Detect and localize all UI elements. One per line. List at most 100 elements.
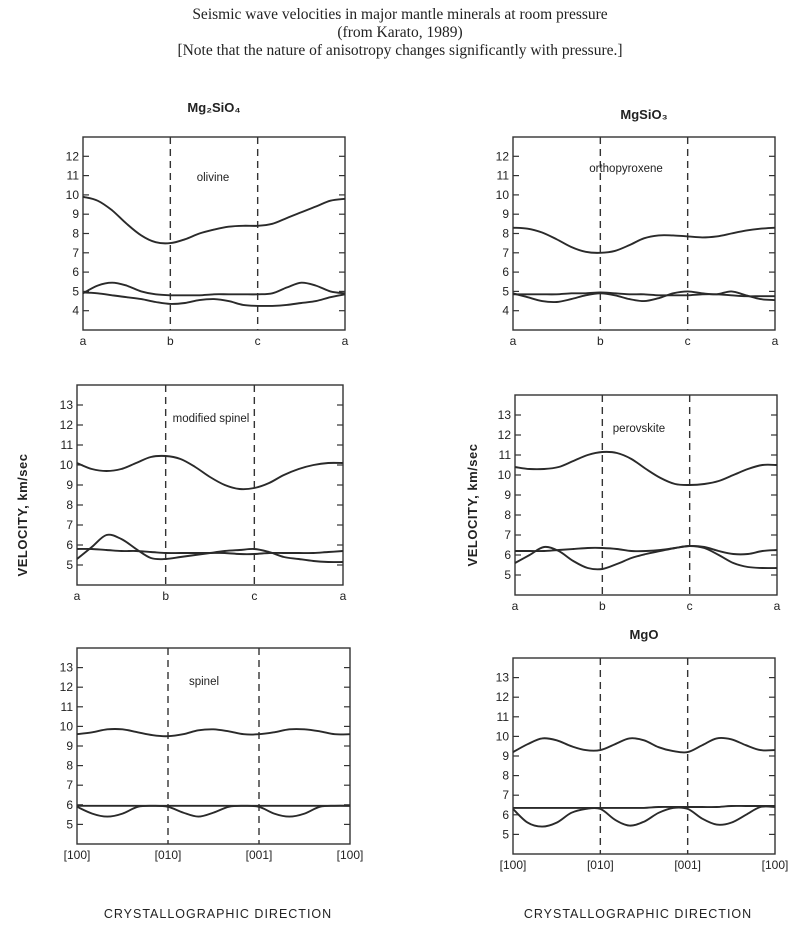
y-tick-label: 9 bbox=[502, 749, 509, 763]
y-tick-label: 9 bbox=[66, 478, 73, 492]
direction-label: b bbox=[167, 334, 174, 348]
y-tick-label: 9 bbox=[66, 739, 73, 753]
y-tick-label: 8 bbox=[72, 227, 79, 241]
y-tick-label: 9 bbox=[72, 207, 79, 221]
panel-title: Mg₂SiO₄ bbox=[187, 100, 240, 115]
y-tick-label: 10 bbox=[496, 188, 510, 202]
y-tick-label: 6 bbox=[502, 808, 509, 822]
y-tick-label: 13 bbox=[60, 661, 74, 675]
y-tick-label: 12 bbox=[60, 418, 74, 432]
panel-2: 4 5 6 7 8 9 10 11 12 a b c a MgSiO₃ orthopyroxene bbox=[496, 107, 779, 348]
y-tick-label: 11 bbox=[497, 710, 510, 724]
velocity-curve-3 bbox=[76, 533, 344, 564]
y-tick-label: 12 bbox=[496, 690, 510, 704]
velocity-curve-1 bbox=[512, 737, 776, 754]
y-tick-label: 13 bbox=[498, 408, 512, 422]
direction-label: [100] bbox=[500, 858, 527, 872]
y-tick-label: 9 bbox=[504, 488, 511, 502]
y-tick-label: 8 bbox=[66, 498, 73, 512]
figure-caption-line1: Seismic wave velocities in major mantle … bbox=[192, 6, 608, 23]
y-tick-label: 8 bbox=[66, 759, 73, 773]
direction-label: [001] bbox=[674, 858, 701, 872]
direction-label: c bbox=[687, 599, 693, 613]
x-axis-label-left: CRYSTALLOGRAPHIC DIRECTION bbox=[104, 907, 332, 921]
panel-5: 5 6 7 8 9 10 11 12 13 [100] [010] [001] [100] spinel bbox=[60, 647, 364, 862]
panel-4: 5 6 7 8 9 10 11 12 13 a b c a perovskite bbox=[498, 394, 781, 613]
y-tick-label: 7 bbox=[66, 778, 73, 792]
y-tick-label: 10 bbox=[498, 468, 512, 482]
y-tick-label: 11 bbox=[61, 438, 74, 452]
velocity-curve-3 bbox=[512, 805, 776, 828]
plot-frame bbox=[82, 136, 346, 331]
velocity-curve-1 bbox=[82, 195, 346, 245]
direction-label: b bbox=[162, 589, 169, 603]
panel-title: MgSiO₃ bbox=[620, 107, 667, 122]
y-tick-label: 12 bbox=[66, 149, 80, 163]
direction-label: [100] bbox=[337, 848, 364, 862]
x-axis-label-right: CRYSTALLOGRAPHIC DIRECTION bbox=[524, 907, 752, 921]
velocity-curve-3 bbox=[514, 545, 778, 571]
y-tick-label: 11 bbox=[497, 169, 510, 183]
direction-label: a bbox=[772, 334, 779, 348]
y-axis-label-left: VELOCITY, km/sec bbox=[15, 454, 30, 577]
y-tick-label: 11 bbox=[61, 700, 74, 714]
y-tick-label: 11 bbox=[499, 448, 512, 462]
direction-label: a bbox=[774, 599, 781, 613]
mineral-name: orthopyroxene bbox=[589, 163, 663, 175]
velocity-curve-2 bbox=[82, 281, 346, 297]
y-tick-label: 10 bbox=[60, 458, 74, 472]
y-tick-label: 9 bbox=[502, 207, 509, 221]
figure-caption-line2: (from Karato, 1989) bbox=[337, 24, 463, 41]
y-tick-label: 8 bbox=[502, 769, 509, 783]
mineral-name: perovskite bbox=[613, 423, 665, 435]
y-tick-label: 12 bbox=[496, 149, 510, 163]
y-tick-label: 10 bbox=[60, 719, 74, 733]
y-tick-label: 4 bbox=[502, 304, 509, 318]
direction-label: a bbox=[342, 334, 349, 348]
y-tick-label: 13 bbox=[60, 398, 74, 412]
y-tick-label: 7 bbox=[66, 518, 73, 532]
velocity-curve-1 bbox=[76, 728, 351, 738]
y-tick-label: 10 bbox=[496, 729, 510, 743]
velocity-curve-1 bbox=[76, 454, 344, 491]
direction-label: b bbox=[599, 599, 606, 613]
panel-1: 4 5 6 7 8 9 10 11 12 a b c a Mg₂SiO₄ olivine bbox=[66, 100, 349, 348]
y-tick-label: 12 bbox=[498, 428, 512, 442]
velocity-curve-2 bbox=[513, 804, 775, 809]
direction-label: a bbox=[80, 334, 87, 348]
direction-label: a bbox=[512, 599, 519, 613]
figure-caption-line3: [Note that the nature of anisotropy chan… bbox=[177, 42, 623, 59]
direction-label: b bbox=[597, 334, 604, 348]
direction-label: [100] bbox=[64, 848, 91, 862]
direction-label: [010] bbox=[155, 848, 182, 862]
mineral-name: spinel bbox=[189, 676, 219, 688]
y-tick-label: 8 bbox=[502, 227, 509, 241]
y-tick-label: 7 bbox=[502, 788, 509, 802]
direction-label: c bbox=[251, 589, 257, 603]
y-tick-label: 12 bbox=[60, 680, 74, 694]
y-tick-label: 5 bbox=[66, 817, 73, 831]
direction-label: a bbox=[510, 334, 517, 348]
direction-label: c bbox=[685, 334, 691, 348]
y-tick-label: 11 bbox=[67, 169, 80, 183]
mineral-name: modified spinel bbox=[173, 413, 250, 425]
y-tick-label: 6 bbox=[72, 265, 79, 279]
y-tick-label: 5 bbox=[502, 284, 509, 298]
y-tick-label: 6 bbox=[504, 548, 511, 562]
mineral-name: olivine bbox=[197, 172, 230, 184]
y-tick-label: 6 bbox=[66, 538, 73, 552]
direction-label: c bbox=[255, 334, 261, 348]
y-tick-label: 10 bbox=[66, 188, 80, 202]
direction-label: a bbox=[340, 589, 347, 603]
direction-label: [001] bbox=[246, 848, 273, 862]
y-tick-label: 7 bbox=[502, 246, 509, 260]
direction-label: [100] bbox=[762, 858, 789, 872]
y-tick-label: 6 bbox=[502, 265, 509, 279]
y-tick-label: 6 bbox=[66, 798, 73, 812]
y-tick-label: 4 bbox=[72, 304, 79, 318]
y-tick-label: 5 bbox=[502, 827, 509, 841]
y-tick-label: 5 bbox=[66, 558, 73, 572]
panel-6: 5 6 7 8 9 10 11 12 13 [100] [010] [001] [100] MgO bbox=[496, 627, 789, 872]
y-tick-label: 5 bbox=[504, 568, 511, 582]
